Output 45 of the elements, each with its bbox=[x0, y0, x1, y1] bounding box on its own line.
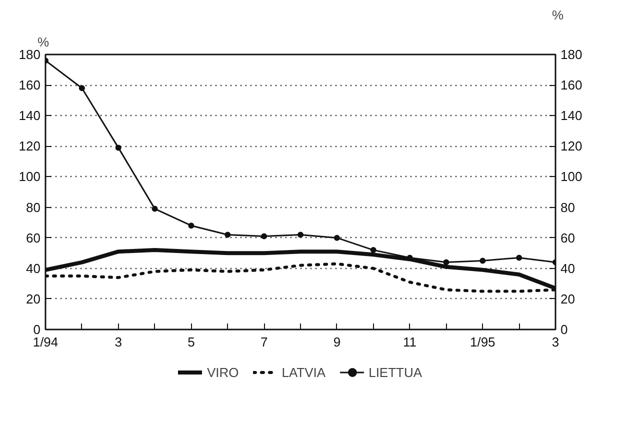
x-tick-label: 5 bbox=[188, 334, 195, 350]
y-tick-label: 160 bbox=[18, 78, 41, 93]
point bbox=[261, 233, 268, 240]
point bbox=[480, 258, 486, 264]
x-tick-label: 11 bbox=[403, 334, 417, 350]
y2-tick-label: 0 bbox=[560, 322, 568, 337]
y-tick-label: 100 bbox=[18, 169, 41, 184]
y2-tick-label: 40 bbox=[560, 260, 575, 276]
y-tick-label: 40 bbox=[26, 260, 41, 276]
y2-tick-label: 120 bbox=[560, 138, 582, 154]
x-tick-label: 7 bbox=[260, 334, 268, 350]
y2-tick-label: 20 bbox=[560, 291, 575, 306]
point bbox=[334, 234, 340, 241]
y-tick-label: 20 bbox=[26, 291, 41, 306]
point bbox=[224, 232, 231, 238]
point bbox=[115, 144, 122, 151]
y2-tick-label: 140 bbox=[560, 108, 582, 124]
y2-tick-label: 100 bbox=[560, 169, 582, 184]
y-tick-label: 180 bbox=[18, 47, 41, 62]
point bbox=[298, 232, 304, 238]
y-tick-label: 0 bbox=[33, 322, 41, 337]
y2-tick-label: 180 bbox=[560, 47, 582, 62]
point bbox=[516, 254, 522, 261]
legend-label: VIRO bbox=[206, 364, 239, 380]
legend-label: LATVIA bbox=[282, 364, 326, 380]
y-axis-title: % bbox=[38, 34, 50, 50]
y2-axis-title: % bbox=[552, 8, 564, 22]
y2-tick-label: 80 bbox=[560, 200, 575, 215]
y2-tick-label: 160 bbox=[560, 78, 582, 93]
point bbox=[188, 222, 194, 229]
x-tick-label: 3 bbox=[552, 334, 560, 350]
x-tick-label: 1/95 bbox=[470, 334, 496, 350]
y-tick-label: 60 bbox=[26, 230, 41, 246]
x-tick-label: 9 bbox=[333, 334, 341, 350]
y-tick-label: 80 bbox=[26, 200, 41, 215]
point bbox=[78, 85, 85, 92]
x-tick-label: 1/94 bbox=[32, 334, 58, 350]
point bbox=[370, 247, 376, 254]
point bbox=[443, 259, 450, 266]
x-tick-label: 3 bbox=[114, 334, 122, 350]
y2-tick-label: 60 bbox=[560, 230, 575, 246]
y-tick-label: 120 bbox=[18, 138, 41, 154]
legend-label: LIETTUA bbox=[368, 364, 422, 380]
point bbox=[152, 206, 158, 212]
y-tick-label: 140 bbox=[18, 108, 41, 124]
